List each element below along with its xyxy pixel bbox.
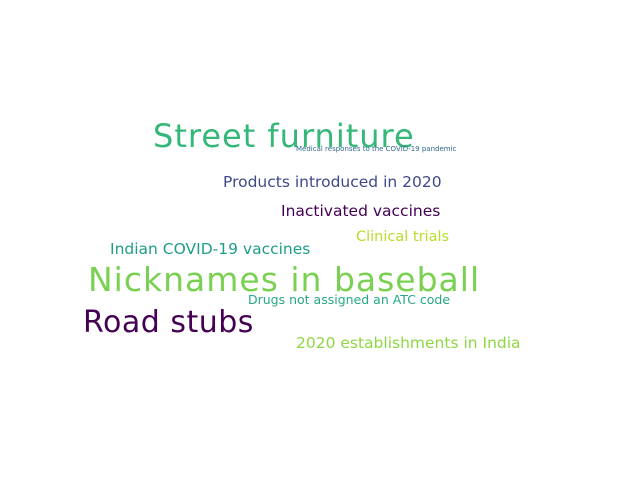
word-establishments-india: 2020 establishments in India bbox=[296, 334, 521, 352]
word-road-stubs: Road stubs bbox=[83, 305, 254, 340]
word-products-introduced: Products introduced in 2020 bbox=[223, 173, 442, 191]
word-indian-vaccines: Indian COVID-19 vaccines bbox=[110, 240, 311, 258]
word-medical-responses: Medical responses to the COVID-19 pandem… bbox=[296, 145, 457, 153]
word-nicknames-baseball: Nicknames in baseball bbox=[88, 260, 481, 299]
word-clinical-trials: Clinical trials bbox=[356, 229, 450, 245]
word-drugs-atc: Drugs not assigned an ATC code bbox=[248, 292, 451, 307]
word-street-furniture: Street furniture bbox=[153, 117, 415, 155]
word-inactivated-vaccines: Inactivated vaccines bbox=[281, 202, 441, 220]
